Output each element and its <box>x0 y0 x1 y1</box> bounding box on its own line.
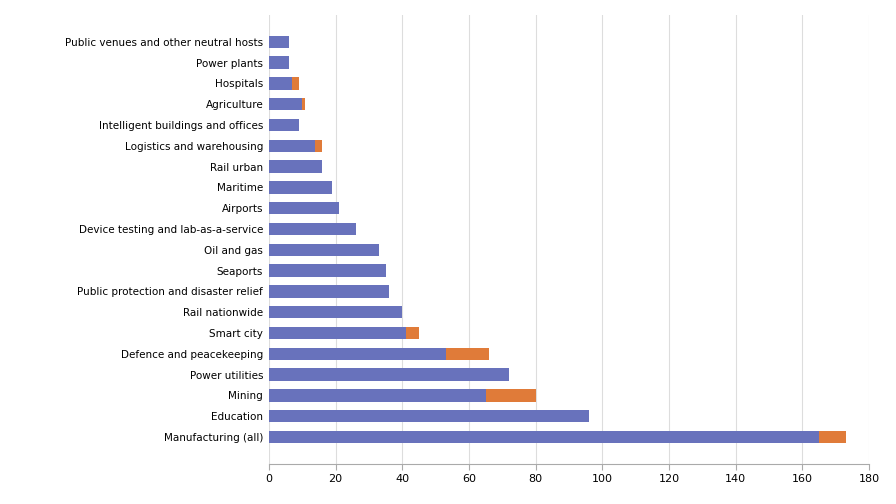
Bar <box>269 431 819 444</box>
Bar <box>269 56 289 69</box>
Bar <box>315 140 323 152</box>
Bar <box>269 348 445 360</box>
Bar <box>269 98 302 110</box>
Bar <box>269 202 339 214</box>
Bar <box>445 348 489 360</box>
Bar <box>269 119 299 131</box>
Bar <box>406 327 419 339</box>
Bar <box>819 431 846 444</box>
Bar <box>269 285 389 298</box>
Bar <box>302 98 306 110</box>
Bar <box>269 327 406 339</box>
Bar <box>269 389 486 402</box>
Bar <box>269 265 385 277</box>
Bar <box>269 160 323 173</box>
Bar <box>269 368 509 381</box>
Bar <box>269 223 356 235</box>
Bar <box>269 140 315 152</box>
Bar <box>269 306 402 319</box>
Bar <box>292 77 299 90</box>
Bar <box>486 389 536 402</box>
Bar <box>269 77 292 90</box>
Bar <box>269 410 589 422</box>
Bar <box>269 243 379 256</box>
Bar <box>269 181 332 194</box>
Bar <box>269 35 289 48</box>
